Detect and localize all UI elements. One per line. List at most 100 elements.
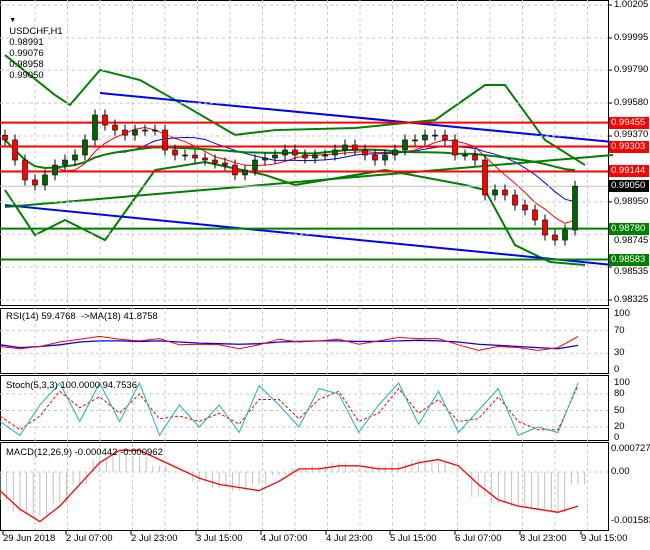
rsi-tick-label: 0 [614, 364, 620, 375]
price-tick-label: 0.99370 [614, 129, 649, 140]
dropdown-triangle-icon[interactable]: ▼ [9, 17, 17, 24]
candle [292, 149, 298, 156]
bollinger-lower-line [4, 161, 586, 267]
stoch-tick-label: 100 [614, 377, 630, 388]
panel-frame-2 [0, 375, 609, 441]
candle [452, 139, 458, 156]
x-tick-label: 5 Jul 15:00 [390, 533, 437, 544]
candle [232, 164, 238, 176]
candle [252, 159, 258, 171]
candle [472, 154, 478, 161]
candle [272, 154, 278, 159]
panel-frame-0 [0, 0, 609, 306]
candle [422, 134, 428, 141]
candle [512, 194, 518, 206]
x-tick-label: 2 Jul 23:00 [131, 533, 178, 544]
stoch-tick-label: 0 [614, 432, 620, 443]
candle [152, 129, 158, 132]
candle [82, 139, 88, 156]
candle [492, 189, 498, 196]
x-tick-label: 3 Jul 15:00 [196, 533, 243, 544]
chart-header[interactable]: ▼ USDCHF,H1 0.98991 0.99076 0.98958 0.99… [4, 3, 62, 81]
candle [242, 169, 248, 176]
candle [442, 134, 448, 141]
stoch-main-line [0, 381, 579, 437]
candle [62, 159, 68, 166]
stoch-tick-label: 80 [614, 388, 625, 399]
price-tick-label: 0.99790 [614, 64, 649, 75]
macd-tick-label: -0.001583 [611, 515, 650, 526]
level-price-label: 0.98583 [609, 254, 649, 266]
macd-tick-label: 0.000727 [611, 443, 650, 454]
candle [532, 209, 538, 221]
rsi-tick-label: 70 [614, 325, 625, 336]
stoch-tick-label: 20 [614, 421, 625, 432]
candle [312, 154, 318, 159]
candle [522, 204, 528, 211]
blue-trend-line [99, 92, 614, 143]
level-price-label: 0.99144 [609, 165, 649, 177]
candle [132, 129, 138, 136]
price-tick-label: 0.98745 [614, 235, 649, 246]
rsi-label: RSI(14) 59.4768 ->MA(18) 41.8758 [6, 311, 158, 322]
current-price-label: 0.99050 [609, 180, 649, 192]
candle [52, 164, 58, 176]
candle [42, 174, 48, 186]
candle [222, 162, 228, 166]
x-tick-label: 2 Jul 07:00 [66, 533, 113, 544]
x-tick-label: 6 Jul 07:00 [455, 533, 502, 544]
price-tick-label: 0.98535 [614, 266, 649, 277]
x-tick-label: 4 Jul 07:00 [261, 533, 308, 544]
macd-signal-line [0, 449, 579, 523]
candle [432, 134, 438, 137]
rsi-line [0, 335, 579, 351]
candle [262, 157, 268, 161]
candle [372, 154, 378, 161]
candle [542, 219, 548, 236]
level-price-label: 0.99303 [609, 141, 649, 153]
candle [412, 139, 418, 142]
x-tick-label: 29 Jun 2018 [3, 533, 56, 544]
price-tick-label: 0.98325 [614, 294, 649, 305]
candle [32, 179, 38, 186]
ohlc-close: 0.99050 [9, 70, 44, 81]
candle [212, 159, 218, 164]
candle [12, 139, 18, 161]
candle [562, 229, 568, 241]
candle [142, 129, 148, 132]
candle [282, 149, 288, 156]
price-tick-label: 0.99580 [614, 97, 649, 108]
candle [182, 154, 188, 157]
candle [352, 144, 358, 151]
bollinger-middle-line [4, 139, 576, 172]
level-price-label: 0.98780 [609, 223, 649, 235]
rsi-tick-label: 100 [614, 308, 630, 319]
blue-trend-line [4, 204, 614, 267]
candle [92, 114, 98, 141]
candle [462, 154, 468, 157]
candle [572, 185, 578, 231]
rsi-tick-label: 30 [614, 347, 625, 358]
candle [392, 149, 398, 156]
stoch-tick-label: 50 [614, 405, 625, 416]
candle [122, 129, 128, 136]
candle [552, 234, 558, 241]
candle [382, 154, 388, 161]
macd-label: MACD(12,26,9) -0.000442 -0.000962 [6, 447, 163, 458]
candle [162, 129, 168, 151]
candle [332, 149, 338, 156]
panel-frame-1 [0, 308, 609, 374]
candle [362, 149, 368, 156]
candle [72, 154, 78, 161]
bollinger-upper-line [4, 54, 586, 166]
level-price-label: 0.99455 [609, 117, 649, 129]
candle [112, 124, 118, 131]
candle [202, 157, 208, 161]
rsi-ma-line [0, 339, 579, 350]
x-tick-label: 9 Jul 15:00 [581, 533, 628, 544]
candle [102, 114, 108, 126]
candle [502, 189, 508, 196]
candle [22, 159, 28, 181]
candle [192, 154, 198, 159]
x-tick-label: 8 Jul 23:00 [520, 533, 567, 544]
